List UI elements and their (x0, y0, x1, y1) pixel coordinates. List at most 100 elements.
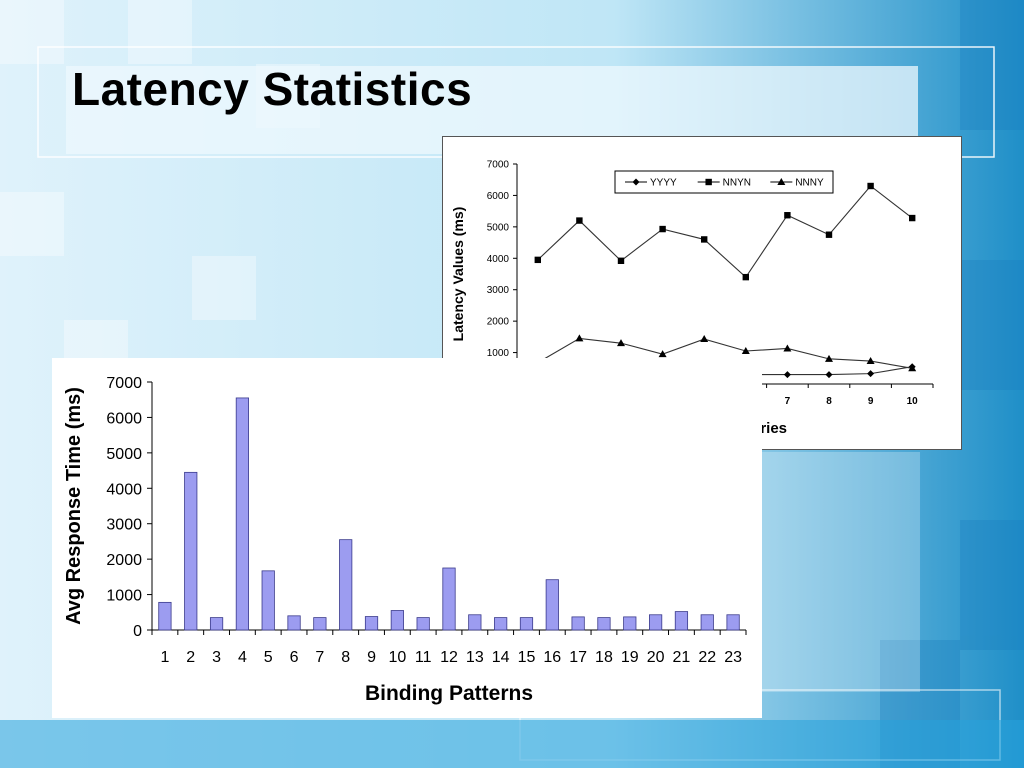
bar-16 (545, 579, 559, 631)
bar-chart-x-tick-label: 1 (160, 649, 169, 666)
data-point (617, 339, 625, 347)
bar-1 (158, 601, 172, 631)
bar-6 (287, 615, 301, 631)
data-point (658, 350, 667, 358)
bar-18 (597, 617, 611, 631)
line-chart-legend (614, 170, 834, 194)
data-point (741, 347, 750, 354)
bar-chart-x-tick-label: 4 (238, 649, 247, 666)
bar-2 (184, 471, 198, 631)
series-line (537, 185, 913, 278)
bar-chart-y-tick-label: 3000 (106, 517, 142, 534)
bar-chart-y-tick-label: 4000 (106, 481, 142, 498)
legend-label: NNNY (795, 178, 824, 189)
bar-chart-x-tick-label: 17 (569, 649, 587, 666)
bar-21 (674, 611, 689, 631)
data-point (659, 225, 666, 233)
bar-chart-x-tick-label: 14 (492, 649, 510, 666)
data-point (825, 354, 833, 362)
legend-item: YYYY (625, 178, 677, 189)
bar-chart-x-tick-label: 12 (440, 649, 458, 666)
bar-23 (726, 614, 740, 631)
legend-marker (777, 178, 786, 185)
bar-chart-x-axis-label: Binding Patterns (365, 682, 533, 705)
line-chart-y-tick-label: 1000 (487, 348, 510, 359)
bar-chart-x-tick-label: 5 (264, 649, 273, 666)
bar-chart-x-tick-label: 22 (698, 649, 716, 666)
series-line (537, 337, 913, 369)
bar-chart-x-tick-label: 10 (388, 649, 406, 666)
bar-chart-x-tick-label: 20 (647, 649, 665, 666)
bar-10 (390, 610, 404, 631)
line-chart-y-axis-label: Latency Values (ms) (450, 207, 466, 342)
bar-19 (623, 616, 637, 631)
bar-chart-x-tick-label: 19 (621, 649, 639, 666)
bar-chart-x-tick-label: 2 (186, 649, 195, 666)
legend-marker (632, 178, 640, 186)
data-point (825, 371, 833, 379)
data-point (784, 212, 791, 219)
line-chart-y-tick-label: 3000 (487, 285, 510, 296)
data-point (575, 334, 584, 342)
data-point (783, 344, 792, 352)
line-chart-y-tick-label: 7000 (487, 160, 510, 171)
data-point (534, 256, 541, 264)
bar-15 (519, 617, 534, 631)
bar-chart-y-tick-label: 1000 (106, 588, 142, 605)
bar-chart-x-tick-label: 6 (290, 649, 299, 666)
data-point (867, 370, 875, 378)
legend-item: NNYN (697, 178, 751, 189)
line-chart-x-tick-label: 8 (826, 396, 832, 407)
response-time-bar-chart-panel: 0 1000 2000 3000 4000 5000 6000 7000 1 2 3 4 5 6 7 8 9 10… (52, 358, 762, 718)
bar-12 (442, 567, 456, 631)
data-point (909, 214, 916, 222)
line-chart-y-tick-label: 5000 (487, 222, 510, 233)
bar-13 (468, 614, 482, 631)
bar-chart-y-tick-label: 6000 (106, 410, 142, 427)
bar-20 (649, 614, 663, 631)
bar-chart-x-tick-label: 3 (212, 649, 221, 666)
bar-chart-x-tick-label: 11 (415, 649, 432, 666)
data-point (700, 335, 709, 343)
bar-4 (235, 397, 249, 631)
bar-8 (339, 539, 353, 631)
data-point (576, 217, 583, 224)
data-point (783, 371, 791, 379)
line-series-nnyn (534, 182, 916, 281)
bar-chart-x-tick-label: 15 (518, 649, 536, 666)
bar-chart-y-tick-label: 0 (133, 623, 142, 640)
line-chart-x-tick-label: 7 (785, 396, 791, 407)
bar-3 (209, 617, 224, 631)
bar-chart-x-tick-label: 7 (315, 649, 324, 666)
data-point (866, 357, 875, 365)
bar-chart-x-tick-label: 18 (595, 649, 613, 666)
bar-chart-y-tick-label: 2000 (106, 552, 142, 569)
line-chart-x-tick-label: 10 (907, 396, 919, 407)
bar-chart-y-axis-label: Avg Response Time (ms) (63, 387, 85, 625)
bar-chart-x-tick-label: 23 (724, 649, 742, 666)
bar-chart-x-tick-label: 16 (543, 649, 561, 666)
slide-title: Latency Statistics (72, 63, 473, 115)
legend-label: YYYY (650, 178, 677, 189)
data-point (825, 231, 833, 238)
bar-22 (700, 614, 714, 631)
data-point (617, 257, 625, 264)
bar-chart-y-tick-label: 5000 (106, 446, 142, 463)
line-chart-y-tick-label: 2000 (487, 317, 510, 328)
bar-chart-x-tick-label: 9 (367, 649, 376, 666)
bar-chart-y-tick-label: 7000 (106, 375, 142, 392)
legend-label: NNYN (723, 178, 751, 189)
bar-5 (261, 570, 275, 631)
line-chart-y-tick-label: 6000 (487, 191, 510, 202)
bar-chart-x-tick-label: 13 (466, 649, 484, 666)
bar-17 (571, 616, 585, 631)
bar-9 (364, 616, 379, 631)
bar-14 (494, 617, 508, 631)
legend-marker (705, 178, 712, 186)
legend-item: NNNY (770, 178, 824, 189)
data-point (701, 236, 708, 243)
data-point (908, 364, 917, 372)
bar-11 (416, 617, 430, 631)
line-chart-x-tick-label: 9 (868, 396, 874, 407)
